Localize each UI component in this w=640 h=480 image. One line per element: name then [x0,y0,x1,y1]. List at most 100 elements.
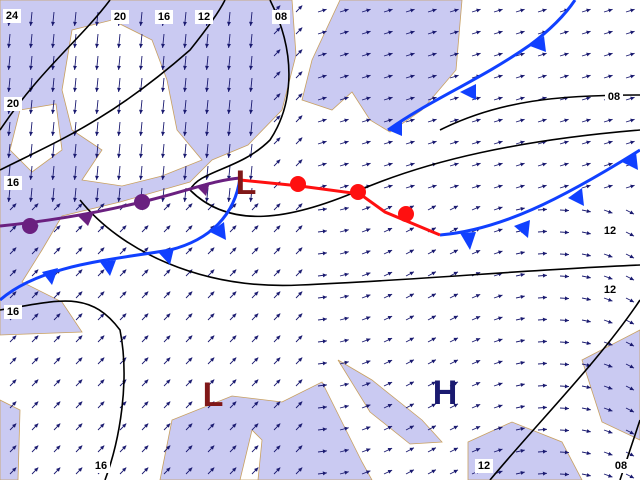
wind-arrow-head [344,52,349,57]
wind-arrow-head [608,473,613,478]
fronts [0,0,640,302]
wind-arrow-head [410,30,415,35]
wind-arrow-head [276,203,281,208]
wind-arrow-head [144,247,149,252]
wind-arrow-head [564,162,569,167]
wind-arrow-head [453,271,459,276]
wind-arrow-head [476,118,481,123]
wind-arrow-head [276,291,281,296]
wind-arrow-head [322,74,327,79]
wind-arrow-head [586,140,591,145]
wind-arrow-head [608,297,613,302]
wind-arrow-head [586,96,591,101]
wind-arrow-head [498,448,503,453]
wind-arrow-head [608,319,613,324]
wind-arrow-head [344,448,349,453]
wind-arrow-head [409,359,414,364]
isobar-label: 08 [275,11,287,23]
wind-arrow-head [78,467,83,472]
wind-arrow-head [227,131,231,136]
wind-arrow-head [144,357,149,362]
wind-arrow-head [232,423,237,428]
wind-arrow-head [276,159,281,164]
wind-arrow-head [564,296,569,301]
wind-arrow-head [34,291,39,296]
wind-arrow-head [475,360,481,364]
wind-arrow-head [409,447,414,452]
wind-arrow-head [144,291,149,296]
wind-arrow-head [188,357,193,362]
wind-arrow-head [410,8,415,13]
wind-arrow-head [12,423,17,428]
wind-arrow-head [344,250,349,255]
wind-arrow-head [254,379,259,384]
wind-arrow-head [387,382,393,386]
wind-arrow-head [564,252,569,257]
wind-arrow-head [453,447,459,452]
wind-arrow-head [344,404,349,409]
wind-arrow-head [205,153,209,158]
wind-arrow-head [542,52,547,57]
wind-arrow-head [276,379,281,384]
wind-arrow-head [322,140,327,145]
wind-arrow-head [608,451,613,456]
wind-arrow-head [520,272,525,277]
wind-arrow-head [183,197,187,202]
wind-arrow-head [210,269,215,274]
wind-arrow-head [564,406,569,411]
label-background [612,459,630,473]
wind-arrow-head [432,96,437,101]
wind-arrow-head [453,227,459,232]
wind-arrow-head [100,423,105,428]
wind-arrow-head [210,379,215,384]
wind-arrow-head [100,269,105,274]
wind-arrow-head [298,467,303,472]
wind-arrow-head [78,401,83,406]
wind-arrow-head [249,109,253,114]
wind-arrow-head [498,30,503,35]
wind-arrow-head [100,291,105,296]
wind-arrow-head [629,474,635,479]
wind-arrow-head [366,52,371,57]
wind-arrow-head [117,87,121,92]
wind-arrow-head [387,426,393,430]
wind-arrow-head [51,21,55,26]
wind-arrow-head [476,8,481,13]
wind-arrow-head [564,428,569,433]
isobar-label: 16 [7,177,19,189]
label-background [4,97,22,111]
wind-arrow-head [78,423,83,428]
wind-arrow-head [227,87,231,92]
pressure-center: H [433,374,458,412]
wind-arrow-head [542,383,547,388]
label-background [4,305,22,319]
wind-arrow-head [431,315,436,320]
wind-arrow-head [475,338,481,342]
wind-arrow-head [498,118,503,123]
wind-arrow-head [432,8,437,13]
wind-arrow-head [498,74,503,79]
wind-arrow-head [475,448,481,452]
wind-arrow-head [117,175,121,180]
wind-arrow-head [520,96,525,101]
wind-arrow-head [254,225,259,230]
wind-arrow-head [586,52,591,57]
wind-arrow-head [322,30,327,35]
wind-arrow-head [476,96,481,101]
wind-arrow-head [630,96,635,101]
wind-arrow-head [205,43,209,48]
wind-arrow-head [210,357,215,362]
wind-arrow-head [122,291,127,296]
wind-arrow-head [298,357,303,362]
wind-arrow-head [144,401,149,406]
wind-arrow-head [498,338,503,343]
wind-arrow-head [498,470,503,475]
label-background [3,9,21,23]
wind-arrow-head [431,381,436,386]
wind-arrow-head [453,205,459,210]
wind-arrow-head [366,118,371,123]
wind-arrow-head [409,381,414,386]
wind-arrow-head [586,8,591,13]
wind-arrow-head [365,382,371,387]
wind-arrow-head [205,197,209,202]
